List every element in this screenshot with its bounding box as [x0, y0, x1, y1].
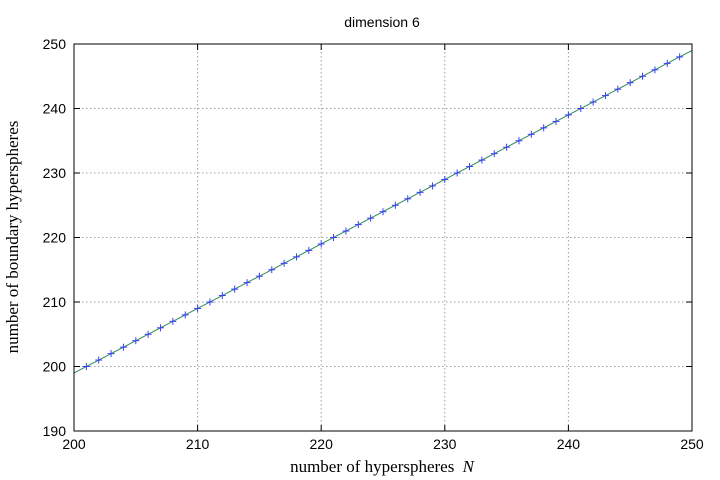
x-tick-label: 250	[680, 436, 704, 452]
data-point	[391, 201, 399, 209]
y-tick-label: 190	[43, 423, 67, 439]
data-point	[218, 292, 226, 300]
data-point	[441, 175, 449, 183]
data-point	[119, 343, 127, 351]
x-tick-label: 230	[433, 436, 457, 452]
data-point	[157, 324, 165, 332]
data-point	[305, 246, 313, 254]
x-tick-label: 210	[186, 436, 210, 452]
data-point	[206, 298, 214, 306]
x-tick-label: 200	[62, 436, 86, 452]
data-point	[651, 66, 659, 74]
data-point	[243, 279, 251, 287]
data-point	[367, 214, 375, 222]
data-point	[466, 163, 474, 171]
data-point	[428, 182, 436, 190]
data-point	[169, 317, 177, 325]
x-axis-label-variable: N	[462, 457, 476, 476]
data-point	[317, 240, 325, 248]
data-point	[564, 111, 572, 119]
y-tick-label: 210	[43, 294, 67, 310]
data-point	[478, 156, 486, 164]
data-point	[292, 253, 300, 261]
chart-title: dimension 6	[344, 14, 420, 30]
y-tick-label: 220	[43, 230, 67, 246]
data-point	[676, 53, 684, 61]
x-tick-label: 240	[557, 436, 581, 452]
y-tick-label: 230	[43, 165, 67, 181]
data-point	[82, 363, 90, 370]
data-point	[540, 124, 548, 132]
x-tick-label: 220	[310, 436, 334, 452]
data-point	[552, 117, 560, 125]
data-point	[515, 137, 523, 145]
data-point	[255, 272, 263, 280]
data-point	[527, 130, 535, 138]
data-point	[379, 208, 387, 216]
data-point	[144, 330, 152, 338]
data-point	[601, 92, 609, 100]
data-point	[663, 59, 671, 67]
data-point	[181, 311, 189, 319]
y-tick-label: 240	[43, 101, 67, 117]
data-point	[268, 266, 276, 274]
data-point	[107, 350, 115, 358]
y-tick-label: 200	[43, 359, 67, 375]
data-point	[354, 221, 362, 229]
data-point	[404, 195, 412, 203]
data-point	[490, 150, 498, 158]
y-tick-label: 250	[43, 36, 67, 52]
y-axis-label: number of boundary hyperspheres	[3, 121, 22, 354]
series-layer	[73, 50, 693, 374]
x-axis-label: number of hyperspheres N	[290, 457, 476, 476]
data-point	[453, 169, 461, 177]
data-point	[416, 188, 424, 196]
data-point	[626, 79, 634, 87]
data-point	[95, 356, 103, 364]
x-axis-label-text: number of hyperspheres	[290, 457, 454, 476]
data-point	[614, 85, 622, 93]
data-point	[589, 98, 597, 106]
data-point	[330, 234, 338, 241]
grid	[74, 44, 692, 431]
data-point	[194, 304, 202, 312]
data-point	[280, 259, 288, 267]
data-point	[231, 285, 239, 293]
data-point	[577, 105, 585, 112]
data-point	[342, 227, 350, 235]
data-point	[503, 143, 511, 151]
data-point	[132, 337, 140, 345]
data-point	[639, 72, 647, 80]
